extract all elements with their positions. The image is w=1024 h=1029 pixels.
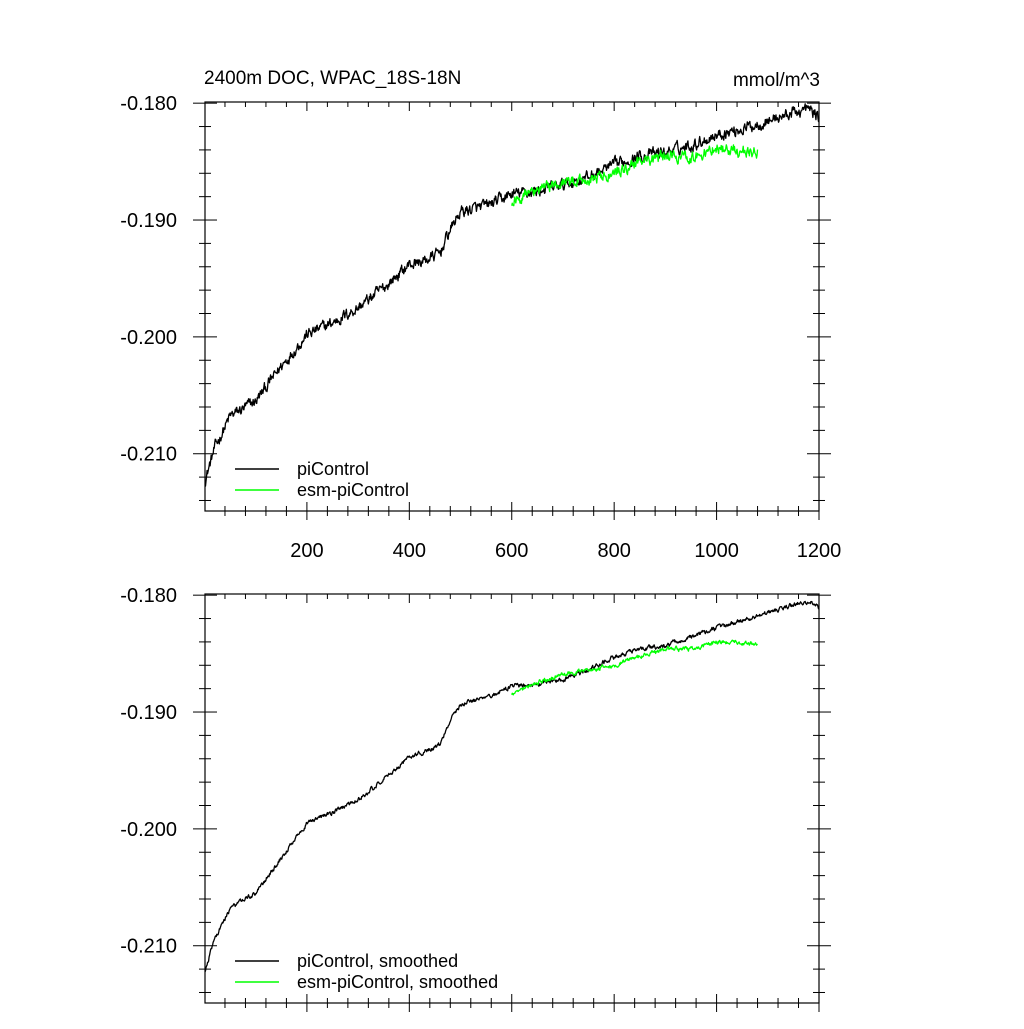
legend-label: esm-piControl, smoothed: [297, 972, 498, 992]
x-tick-label: 1200: [797, 540, 842, 562]
y-tick-label: -0.190: [120, 210, 177, 232]
y-tick-label: -0.210: [120, 936, 177, 958]
x-tick-label: 600: [495, 540, 528, 562]
y-tick-label: -0.180: [120, 93, 177, 115]
y-tick-label: -0.190: [120, 702, 177, 724]
x-tick-label: 1000: [694, 540, 739, 562]
plot-frame: [204, 593, 820, 1004]
series-line-esm-picontrol: [511, 639, 758, 696]
y-tick-label: -0.180: [120, 585, 177, 607]
y-tick-label: -0.210: [120, 444, 177, 466]
x-tick-label: 200: [290, 540, 323, 562]
series-line-picontrol: [204, 103, 820, 487]
figure-title: 2400m DOC, WPAC_18S-18N: [204, 68, 461, 89]
panel-top: 200 400 600 800 1000 1200 -0.180 -0.190 -0.200 -0…: [120, 93, 841, 562]
series-line-picontrol: [204, 600, 820, 973]
x-tick-label: 400: [393, 540, 426, 562]
units-label: mmol/m^3: [733, 70, 820, 91]
y-tick-label: -0.200: [120, 327, 177, 349]
legend-label: piControl: [297, 459, 369, 479]
plot-frame: [204, 101, 820, 512]
series-line-esm-picontrol: [511, 144, 759, 207]
panel-bottom: -0.180 -0.190 -0.200 -0.210 piControl, smoot…: [120, 585, 831, 1012]
legend-label: esm-piControl: [297, 480, 409, 500]
legend-label: piControl, smoothed: [297, 951, 458, 971]
x-tick-label: 800: [597, 540, 630, 562]
y-tick-label: -0.200: [120, 819, 177, 841]
